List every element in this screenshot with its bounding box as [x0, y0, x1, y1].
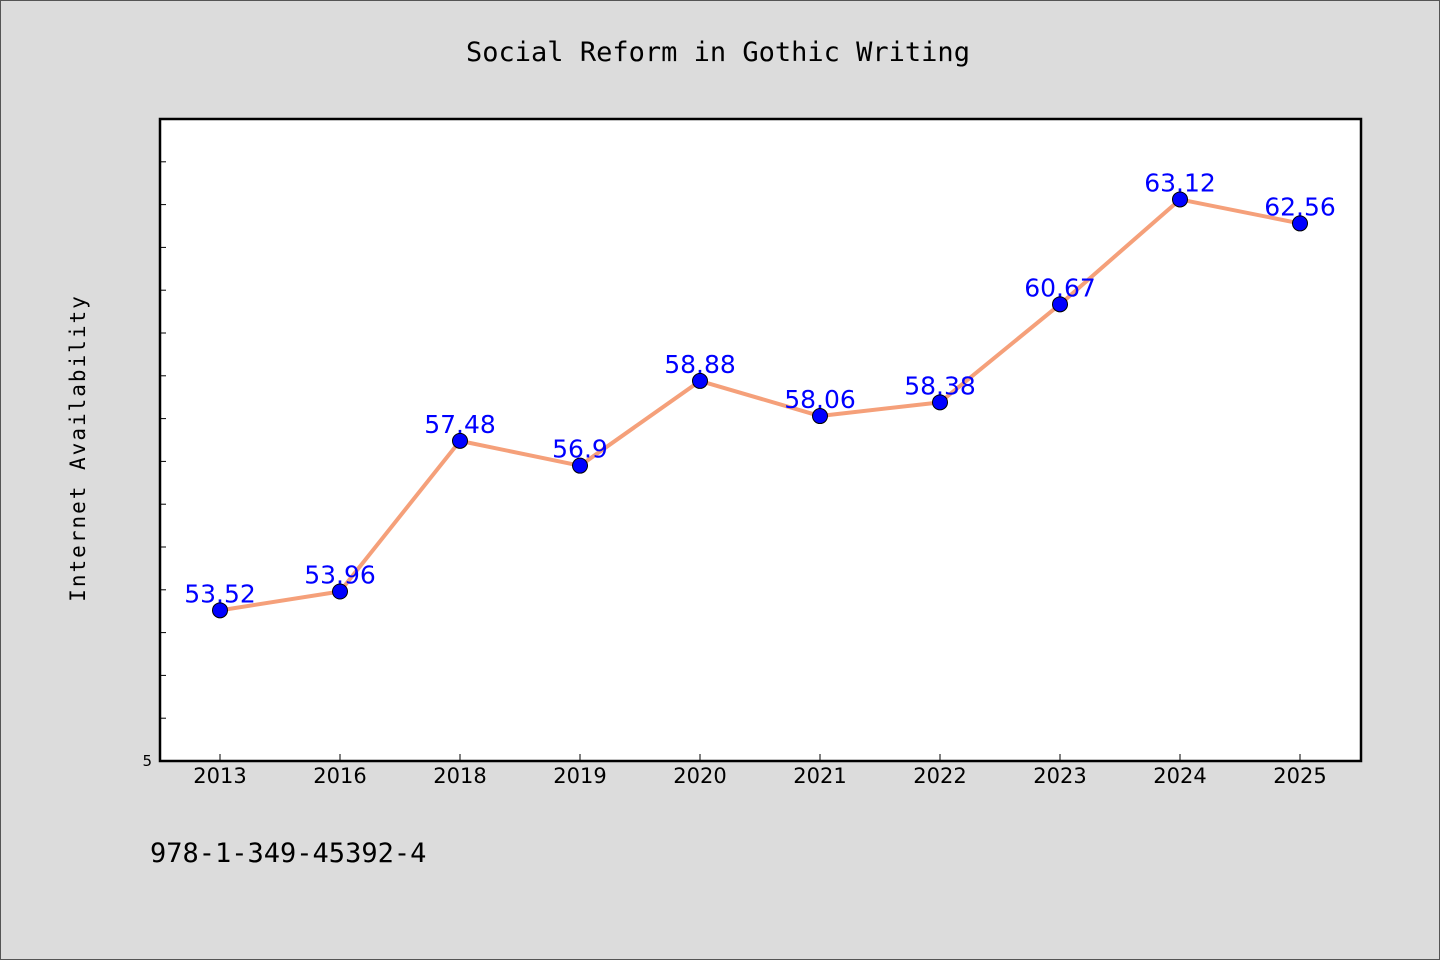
x-tick-label: 2023 [1033, 764, 1086, 788]
x-tick-label: 2016 [313, 764, 366, 788]
x-tick-label: 2019 [553, 764, 606, 788]
data-point [452, 432, 468, 449]
data-label: 58.06 [784, 385, 856, 414]
chart-title: Social Reform in Gothic Writing [466, 37, 970, 68]
data-label: 57.48 [424, 410, 496, 439]
data-point [572, 457, 588, 474]
data-point [1292, 215, 1308, 232]
data-label: 62.56 [1264, 192, 1336, 221]
series-line-group [218, 197, 1302, 613]
x-tick-label: 2020 [673, 764, 726, 788]
x-tick-label: 2021 [793, 764, 846, 788]
x-tick-label: 2022 [913, 764, 966, 788]
data-point [332, 583, 348, 600]
data-point [932, 394, 948, 411]
data-labels: 53.52 53.96 57.48 56.9 58.88 58.06 58.38 60.67 6… [184, 168, 1336, 608]
data-point [812, 408, 828, 425]
series-line [218, 197, 1302, 613]
x-tick-label: 2024 [1153, 764, 1206, 788]
footnote: 978-1-349-45392-4 [150, 838, 426, 869]
data-point [1172, 191, 1188, 208]
data-point [212, 602, 228, 619]
data-label: 58.38 [904, 371, 976, 400]
data-label: 56.9 [552, 435, 608, 464]
data-label: 53.52 [184, 579, 256, 608]
y-axis-label: Internet Availability [66, 294, 90, 602]
data-label: 53.96 [304, 561, 376, 590]
data-point [1052, 296, 1068, 313]
data-point [692, 372, 708, 389]
plot-area [160, 119, 1361, 761]
data-label: 60.67 [1024, 273, 1096, 302]
data-points [212, 191, 1308, 619]
x-tick-label: 2018 [433, 764, 486, 788]
data-label: 63.12 [1144, 168, 1216, 197]
x-tick-label: 2013 [193, 764, 246, 788]
x-axis-ticks: 2013 2016 2018 2019 2020 2021 2022 2023 2024 2025 [193, 754, 1327, 788]
plot-frame [158, 117, 1363, 763]
x-tick-label: 2025 [1273, 764, 1326, 788]
data-label: 58.88 [664, 350, 736, 379]
y-tick-label: 5 [142, 752, 152, 770]
